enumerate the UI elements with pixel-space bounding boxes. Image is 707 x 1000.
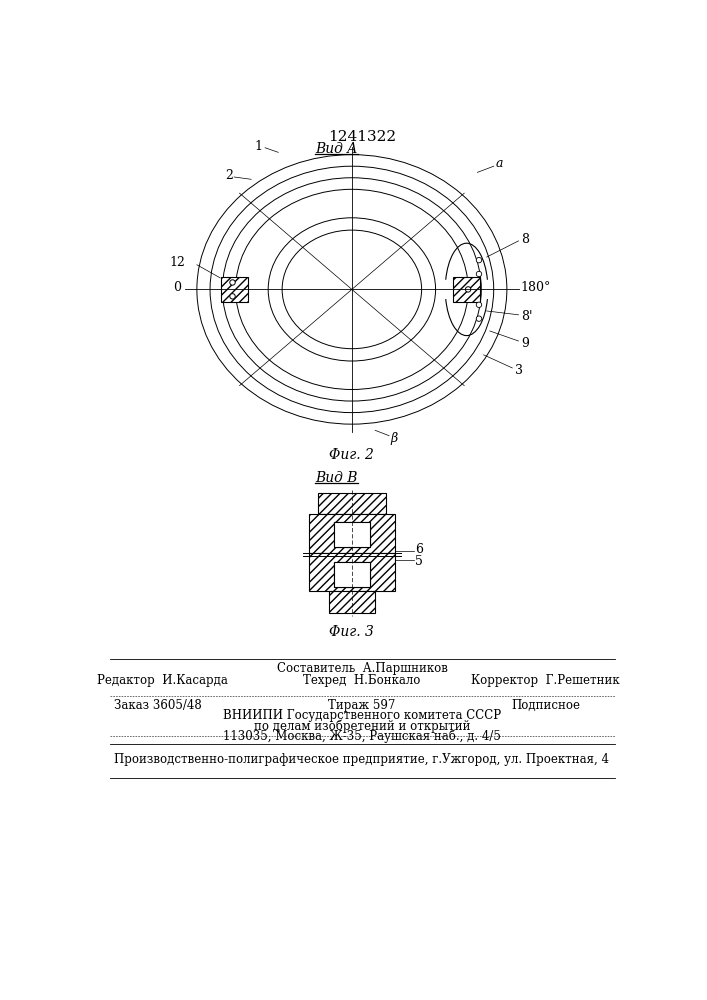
Circle shape: [465, 287, 471, 292]
Bar: [317, 493, 386, 514]
Text: 2: 2: [226, 169, 233, 182]
Bar: [309, 514, 395, 553]
Bar: [334, 562, 370, 587]
Text: Подписное: Подписное: [511, 699, 580, 712]
Bar: [334, 522, 370, 547]
Bar: [334, 562, 370, 587]
Text: 1241322: 1241322: [328, 130, 396, 144]
Text: 8': 8': [521, 310, 532, 323]
Bar: [453, 277, 480, 302]
Text: Составитель  А.Паршников: Составитель А.Паршников: [276, 662, 448, 675]
Text: Вид B: Вид B: [315, 471, 358, 485]
Bar: [334, 522, 370, 547]
Circle shape: [477, 316, 481, 321]
Circle shape: [230, 294, 235, 299]
Text: 8: 8: [521, 233, 529, 246]
Bar: [309, 553, 395, 591]
Bar: [334, 522, 370, 547]
Text: ВНИИПИ Государственного комитета СССР: ВНИИПИ Государственного комитета СССР: [223, 709, 501, 722]
Bar: [329, 591, 375, 613]
Circle shape: [477, 302, 481, 307]
Text: Φиг. 2: Φиг. 2: [329, 448, 374, 462]
Text: Редактор  И.Касарда: Редактор И.Касарда: [97, 674, 228, 687]
Text: Заказ 3605/48: Заказ 3605/48: [115, 699, 202, 712]
Text: 9: 9: [521, 337, 529, 350]
Circle shape: [477, 271, 481, 277]
Text: 113035, Москва, Ж-35, Раушская наб., д. 4/5: 113035, Москва, Ж-35, Раушская наб., д. …: [223, 729, 501, 743]
Text: 3: 3: [515, 364, 522, 377]
Text: 12: 12: [170, 256, 185, 269]
Bar: [334, 562, 370, 587]
Text: 180°: 180°: [521, 281, 551, 294]
Text: по делам изобретений и открытий: по делам изобретений и открытий: [254, 719, 470, 733]
Text: Корректор  Г.Решетник: Корректор Г.Решетник: [472, 674, 620, 687]
Text: 1: 1: [255, 140, 263, 153]
Circle shape: [230, 280, 235, 285]
Text: 6: 6: [416, 543, 423, 556]
Text: 0: 0: [173, 281, 182, 294]
Text: a: a: [496, 157, 503, 170]
Circle shape: [477, 257, 481, 263]
Text: Производственно-полиграфическое предприятие, г.Ужгород, ул. Проектная, 4: Производственно-полиграфическое предприя…: [115, 753, 609, 766]
Text: Техред  Н.Бонкало: Техред Н.Бонкало: [303, 674, 421, 687]
Text: Тираж 597: Тираж 597: [328, 699, 396, 712]
Text: β: β: [391, 432, 398, 445]
Text: 5: 5: [416, 555, 423, 568]
Text: Φиг. 3: Φиг. 3: [329, 625, 374, 639]
Text: Вид A: Вид A: [315, 142, 358, 156]
Bar: [221, 277, 247, 302]
